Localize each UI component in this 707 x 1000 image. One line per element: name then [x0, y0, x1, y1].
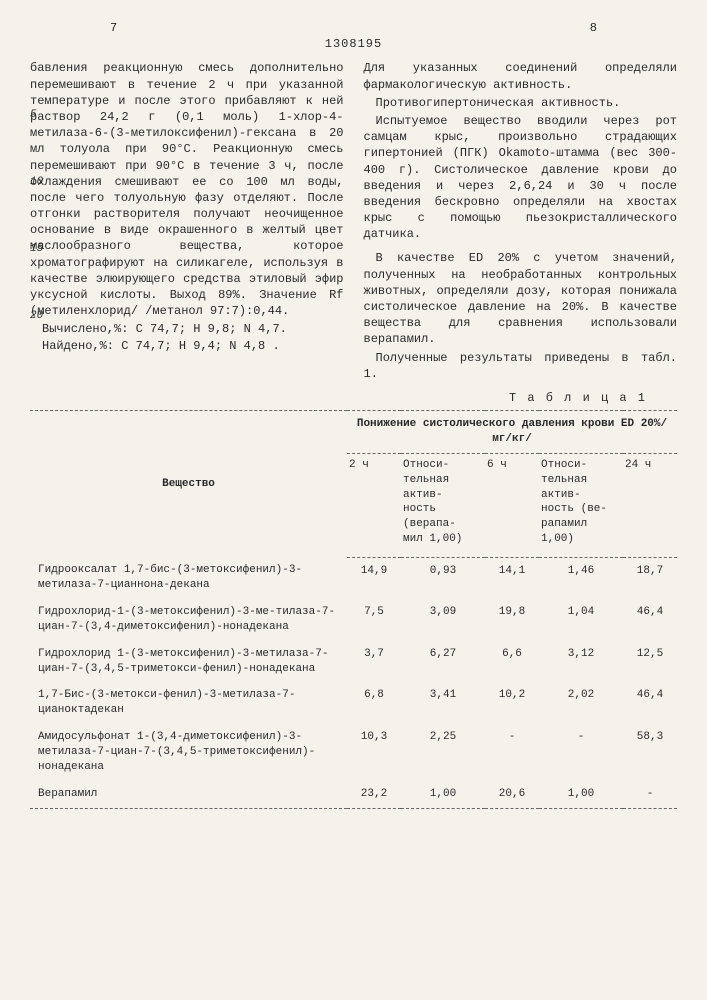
- table-cell: 3,09: [401, 599, 485, 641]
- table-cell: 20,6: [485, 781, 539, 808]
- table-cell: 1,00: [539, 781, 623, 808]
- table-row: Амидосульфонат 1-(3,4-диметоксифенил)-3-…: [30, 724, 677, 781]
- table-cell: 6,27: [401, 641, 485, 683]
- page-num-left: 7: [110, 20, 117, 36]
- data-table: Вещество Понижение систолического давлен…: [30, 410, 677, 808]
- page-num-right: 8: [590, 20, 597, 36]
- paragraph: Полученные результаты приведены в табл. …: [364, 350, 678, 382]
- table-cell: 2,25: [401, 724, 485, 781]
- table-cell: 46,4: [623, 682, 677, 724]
- col-header: 2 ч: [347, 453, 401, 557]
- table-cell: 3,7: [347, 641, 401, 683]
- table-cell: -: [623, 781, 677, 808]
- table-cell: 23,2: [347, 781, 401, 808]
- table-cell: -: [539, 724, 623, 781]
- table-row: Верапамил23,21,0020,61,00-: [30, 781, 677, 808]
- table-cell: 6,6: [485, 641, 539, 683]
- line-marker: 20: [30, 309, 43, 324]
- table-row: Гидрохлорид-1-(3-метоксифенил)-3-ме-тила…: [30, 599, 677, 641]
- table-row: 1,7-Бис-(3-метокси-фенил)-3-метилаза-7-ц…: [30, 682, 677, 724]
- table-cell: 3,41: [401, 682, 485, 724]
- document-id: 1308195: [30, 36, 677, 52]
- table-cell: 46,4: [623, 599, 677, 641]
- table-cell: 7,5: [347, 599, 401, 641]
- table-cell: 14,9: [347, 557, 401, 599]
- paragraph: Испытуемое вещество вводили через рот са…: [364, 113, 678, 243]
- text-columns: бавления реакционную смесь дополнительно…: [30, 60, 677, 382]
- col-header: 6 ч: [485, 453, 539, 557]
- col-header-substance: Вещество: [30, 411, 347, 558]
- col-header: 24 ч: [623, 453, 677, 557]
- table-cell: 18,7: [623, 557, 677, 599]
- left-column: бавления реакционную смесь дополнительно…: [30, 60, 344, 382]
- calc-line: Вычислено,%: С 74,7; Н 9,8; N 4,7.: [30, 321, 344, 337]
- table-cell: -: [485, 724, 539, 781]
- paragraph: Противогипертоническая активность.: [364, 95, 678, 111]
- substance-name: 1,7-Бис-(3-метокси-фенил)-3-метилаза-7-ц…: [30, 682, 347, 724]
- table-cell: 12,5: [623, 641, 677, 683]
- table-cell: 58,3: [623, 724, 677, 781]
- table-cell: 1,46: [539, 557, 623, 599]
- table-cell: 10,3: [347, 724, 401, 781]
- table-cell: 0,93: [401, 557, 485, 599]
- table-cell: 10,2: [485, 682, 539, 724]
- table-row: Гидрохлорид 1-(3-метоксифенил)-3-метилаз…: [30, 641, 677, 683]
- line-marker: 5: [30, 108, 37, 123]
- right-column: Для указанных соединений определяли фарм…: [364, 60, 678, 382]
- col-header: Относи- тельная актив- ность (верапа- ми…: [401, 453, 485, 557]
- line-marker: 10: [30, 175, 43, 190]
- paragraph: Для указанных соединений определяли фарм…: [364, 60, 678, 92]
- table-cell: 1,00: [401, 781, 485, 808]
- line-marker: 15: [30, 242, 43, 257]
- paragraph: В качестве ED 20% с учетом значений, пол…: [364, 250, 678, 347]
- substance-name: Гидрооксалат 1,7-бис-(3-метоксифенил)-3-…: [30, 557, 347, 599]
- paragraph: бавления реакционную смесь дополнительно…: [30, 60, 344, 319]
- col-header-group: Понижение систолического давления крови …: [347, 411, 677, 454]
- substance-name: Гидрохлорид-1-(3-метоксифенил)-3-ме-тила…: [30, 599, 347, 641]
- substance-name: Гидрохлорид 1-(3-метоксифенил)-3-метилаз…: [30, 641, 347, 683]
- substance-name: Верапамил: [30, 781, 347, 808]
- table-row: Гидрооксалат 1,7-бис-(3-метоксифенил)-3-…: [30, 557, 677, 599]
- table-cell: 1,04: [539, 599, 623, 641]
- page-header: 7 8 1308195: [30, 20, 677, 52]
- table-cell: 19,8: [485, 599, 539, 641]
- substance-name: Амидосульфонат 1-(3,4-диметоксифенил)-3-…: [30, 724, 347, 781]
- table-cell: 6,8: [347, 682, 401, 724]
- table-caption: Т а б л и ц а 1: [30, 390, 647, 406]
- table-cell: 3,12: [539, 641, 623, 683]
- found-line: Найдено,%: С 74,7; Н 9,4; N 4,8 .: [30, 338, 344, 354]
- col-header: Относи- тельная актив- ность (ве- рапами…: [539, 453, 623, 557]
- table-cell: 14,1: [485, 557, 539, 599]
- table-cell: 2,02: [539, 682, 623, 724]
